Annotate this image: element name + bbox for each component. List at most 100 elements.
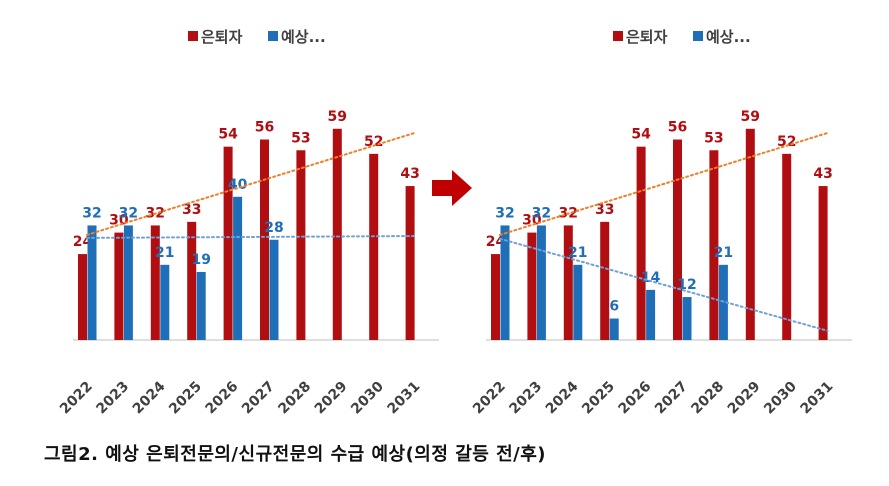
x-tick-label-2025: 2025 <box>166 379 205 418</box>
bar-expect-2025 <box>609 318 619 340</box>
bar-retire-2027 <box>260 139 269 340</box>
bar-expect-2026 <box>646 289 656 340</box>
data-label-expect-2025: 19 <box>191 252 210 268</box>
x-tick-label-2026: 2026 <box>203 379 242 418</box>
data-label-retire-2025: 33 <box>595 202 614 218</box>
legend: 은퇴자 예상... <box>188 28 326 46</box>
bar-expect-2023 <box>536 225 546 340</box>
legend-swatch-retire <box>613 31 623 41</box>
bar-expect-2027 <box>269 239 279 340</box>
bar-retire-2024 <box>563 225 573 340</box>
bar-expect-2022 <box>87 225 97 340</box>
legend: 은퇴자 예상... <box>613 28 751 46</box>
bar-expect-2026 <box>233 196 243 340</box>
bar-retire-2029 <box>332 128 342 340</box>
data-label-retire-2030: 52 <box>364 134 383 150</box>
data-label-retire-2025: 33 <box>182 202 201 218</box>
bar-retire-2022 <box>78 254 87 340</box>
data-label-retire-2028: 53 <box>704 130 723 146</box>
bar-retire-2028 <box>296 150 306 340</box>
chart-before: 은퇴자예상...24322022303220233221202433192025… <box>57 28 439 417</box>
data-label-expect-2023: 32 <box>119 205 138 221</box>
x-tick-label-2024: 2024 <box>543 378 582 417</box>
bar-retire-2030 <box>782 153 792 340</box>
bar-retire-2029 <box>745 128 755 340</box>
x-tick-label-2030: 2030 <box>761 378 800 417</box>
data-label-expect-2027: 12 <box>677 277 696 293</box>
trendline-retire <box>86 131 416 236</box>
x-tick-label-2027: 2027 <box>239 379 278 418</box>
data-label-expect-2024: 21 <box>568 245 587 261</box>
x-tick-label-2028: 2028 <box>275 379 314 418</box>
bar-retire-2022 <box>491 254 500 340</box>
data-label-retire-2029: 59 <box>328 109 347 125</box>
trendline-expect <box>499 237 829 332</box>
bar-retire-2026 <box>636 146 646 340</box>
data-label-retire-2027: 56 <box>255 120 274 136</box>
bar-expect-2022 <box>500 225 510 340</box>
data-label-retire-2023: 30 <box>109 213 129 229</box>
data-label-retire-2027: 56 <box>668 120 687 136</box>
data-label-retire-2023: 30 <box>522 213 542 229</box>
x-tick-label-2023: 2023 <box>506 379 545 418</box>
bar-retire-2030 <box>369 153 379 340</box>
bar-expect-2024 <box>160 264 170 340</box>
data-label-expect-2026: 14 <box>641 270 661 286</box>
data-label-retire-2026: 54 <box>631 127 651 143</box>
data-label-expect-2028: 21 <box>714 245 733 261</box>
data-label-retire-2030: 52 <box>777 134 796 150</box>
data-label-retire-2031: 43 <box>813 166 832 182</box>
legend-label-retire: 은퇴자 <box>626 28 668 46</box>
x-tick-label-2027: 2027 <box>652 379 691 418</box>
data-label-expect-2026: 40 <box>228 177 248 193</box>
legend-label-retire: 은퇴자 <box>201 28 243 46</box>
data-label-expect-2022: 32 <box>82 205 101 221</box>
bar-retire-2023 <box>114 232 124 340</box>
x-tick-label-2024: 2024 <box>130 378 169 417</box>
bar-expect-2024 <box>573 264 583 340</box>
x-tick-label-2023: 2023 <box>93 379 132 418</box>
x-tick-label-2029: 2029 <box>725 379 764 418</box>
legend-label-expect: 예상... <box>281 28 326 46</box>
data-label-expect-2025: 6 <box>609 299 619 315</box>
data-label-expect-2022: 32 <box>495 205 514 221</box>
data-label-expect-2024: 21 <box>155 245 174 261</box>
right-arrow-icon <box>432 170 472 206</box>
data-label-expect-2023: 32 <box>532 205 551 221</box>
trendline-retire <box>499 131 829 236</box>
bar-retire-2028 <box>709 150 719 340</box>
bar-retire-2027 <box>673 139 682 340</box>
x-tick-label-2025: 2025 <box>579 379 618 418</box>
data-label-retire-2031: 43 <box>400 166 419 182</box>
bar-retire-2026 <box>223 146 233 340</box>
x-tick-label-2022: 2022 <box>470 379 509 418</box>
bar-retire-2025 <box>187 221 197 340</box>
data-label-retire-2026: 54 <box>218 127 238 143</box>
x-tick-label-2026: 2026 <box>616 379 655 418</box>
bar-expect-2025 <box>196 271 206 340</box>
bar-retire-2031 <box>405 186 415 340</box>
x-tick-label-2022: 2022 <box>57 379 96 418</box>
trendline-expect <box>86 235 416 239</box>
bar-expect-2027 <box>682 297 692 340</box>
data-label-retire-2028: 53 <box>291 130 310 146</box>
legend-swatch-expect <box>268 31 278 41</box>
bar-retire-2031 <box>818 186 828 340</box>
bar-retire-2024 <box>150 225 160 340</box>
bar-retire-2025 <box>600 221 610 340</box>
x-tick-label-2031: 2031 <box>798 379 837 418</box>
data-label-retire-2029: 59 <box>741 109 760 125</box>
x-tick-label-2030: 2030 <box>348 378 387 417</box>
bar-retire-2023 <box>527 232 537 340</box>
bar-expect-2023 <box>123 225 133 340</box>
x-tick-label-2031: 2031 <box>385 379 424 418</box>
figure-caption: 그림2. 예상 은퇴전문의/신규전문의 수급 예상(의정 갈등 전/후) <box>44 444 547 465</box>
x-tick-label-2029: 2029 <box>312 379 351 418</box>
legend-swatch-retire <box>188 31 198 41</box>
legend-label-expect: 예상... <box>706 28 751 46</box>
x-tick-label-2028: 2028 <box>688 379 727 418</box>
data-label-expect-2027: 28 <box>264 220 283 236</box>
chart-after: 은퇴자예상...24322022303220233221202433620255… <box>470 28 852 417</box>
legend-swatch-expect <box>693 31 703 41</box>
